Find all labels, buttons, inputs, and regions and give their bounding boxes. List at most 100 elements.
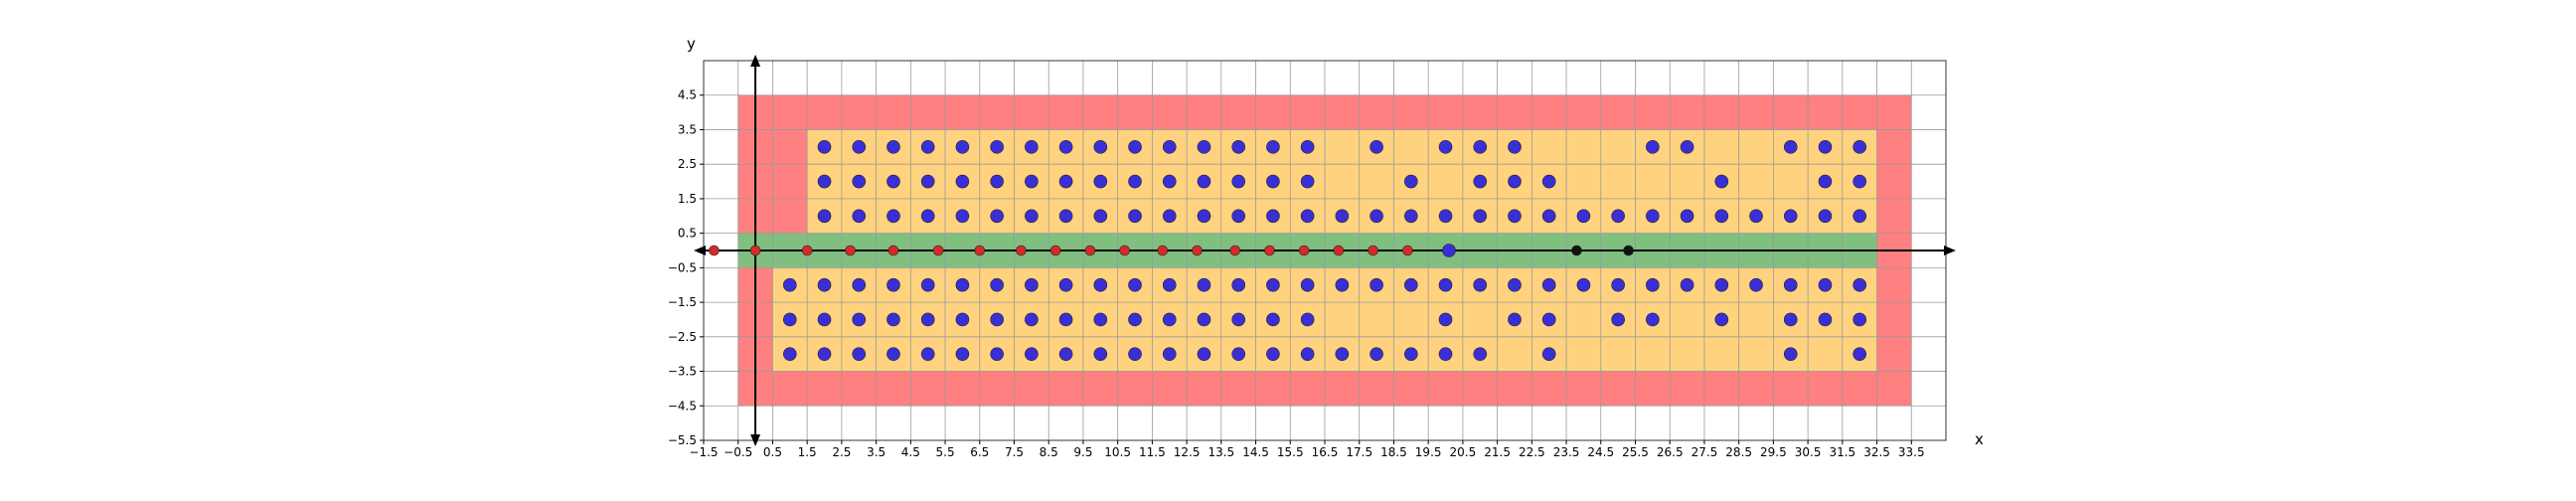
blue-point — [1852, 174, 1866, 189]
blue-point — [1438, 209, 1453, 224]
blue-point — [1646, 209, 1660, 224]
blue-point — [1680, 140, 1694, 154]
blue-point — [886, 174, 900, 189]
blue-point — [783, 277, 797, 292]
red-point — [1229, 245, 1241, 256]
blue-point — [1369, 140, 1383, 154]
x-tick-label: 22.5 — [1519, 445, 1545, 459]
blue-point — [990, 140, 1004, 154]
red-point — [1333, 245, 1345, 256]
x-tick-label: 27.5 — [1691, 445, 1718, 459]
red-point — [1402, 245, 1413, 256]
blue-point — [920, 312, 935, 327]
x-tick-label: 12.5 — [1174, 445, 1201, 459]
blue-point — [1680, 277, 1694, 292]
blue-point — [886, 140, 900, 154]
blue-point — [1611, 312, 1625, 327]
y-tick-label: −5.5 — [668, 433, 697, 447]
blue-point — [990, 174, 1004, 189]
y-tick-label: −0.5 — [668, 260, 697, 274]
blue-point — [1300, 174, 1315, 189]
blue-point — [1473, 347, 1488, 361]
blue-point — [1818, 209, 1833, 224]
blue-point — [1852, 277, 1866, 292]
blue-point — [1541, 312, 1556, 327]
x-tick-label: 3.5 — [867, 445, 886, 459]
data-points — [709, 140, 1866, 361]
blue-point — [852, 347, 867, 361]
blue-point — [1576, 209, 1591, 224]
blue-point — [1266, 277, 1280, 292]
blue-point — [1335, 209, 1350, 224]
x-tick-label: −1.5 — [689, 445, 718, 459]
blue-point — [1231, 347, 1245, 361]
blue-point — [817, 140, 832, 154]
red-point — [845, 245, 856, 256]
x-tick-label: 18.5 — [1380, 445, 1407, 459]
blue-point — [1025, 209, 1039, 224]
blue-point — [1093, 140, 1108, 154]
blue-point — [920, 174, 935, 189]
black-point — [1571, 245, 1582, 256]
x-tick-label: 23.5 — [1553, 445, 1580, 459]
x-tick-label: 31.5 — [1829, 445, 1855, 459]
red-point — [709, 245, 720, 256]
blue-point — [1714, 209, 1729, 224]
x-tick-label: 8.5 — [1040, 445, 1058, 459]
blue-point — [1473, 209, 1488, 224]
blue-point — [1404, 209, 1418, 224]
blue-point — [1508, 140, 1522, 154]
blue-point — [1783, 209, 1798, 224]
blue-point — [1438, 312, 1453, 327]
x-tick-label: 16.5 — [1312, 445, 1339, 459]
blue-point — [1025, 312, 1039, 327]
red-point — [1119, 245, 1130, 256]
blue-point — [783, 347, 797, 361]
blue-point — [955, 277, 970, 292]
blue-point — [1025, 277, 1039, 292]
blue-point — [1058, 174, 1073, 189]
blue-point — [1852, 140, 1866, 154]
blue-point — [1852, 347, 1866, 361]
y-tick-label: −3.5 — [668, 365, 697, 379]
blue-point — [1128, 312, 1142, 327]
blue-point — [1266, 312, 1280, 327]
blue-point — [852, 277, 867, 292]
x-tick-label: 6.5 — [970, 445, 989, 459]
blue-point — [955, 312, 970, 327]
blue-point — [1646, 277, 1660, 292]
blue-point — [1442, 244, 1456, 257]
x-tick-label: 33.5 — [1898, 445, 1925, 459]
blue-point — [886, 277, 900, 292]
blue-point — [955, 347, 970, 361]
x-tick-label: 2.5 — [832, 445, 851, 459]
blue-point — [920, 277, 935, 292]
x-axis-label: x — [1975, 430, 1984, 448]
blue-point — [1541, 277, 1556, 292]
red-point — [1049, 245, 1061, 256]
x-tick-label: 11.5 — [1139, 445, 1166, 459]
x-tick-label: 24.5 — [1587, 445, 1614, 459]
red-point — [1192, 245, 1203, 256]
y-tick-label: 0.5 — [678, 227, 697, 241]
red-point — [749, 245, 761, 256]
x-tick-label: 30.5 — [1795, 445, 1822, 459]
blue-point — [1197, 174, 1211, 189]
blue-point — [1852, 312, 1866, 327]
red-point — [1016, 245, 1027, 256]
y-tick-label: −4.5 — [668, 399, 697, 413]
blue-point — [1335, 277, 1350, 292]
blue-point — [1714, 277, 1729, 292]
blue-point — [1473, 140, 1488, 154]
blue-point — [1197, 277, 1211, 292]
blue-point — [1058, 209, 1073, 224]
blue-point — [1128, 277, 1142, 292]
blue-point — [1231, 277, 1245, 292]
blue-point — [1058, 347, 1073, 361]
red-point — [1298, 245, 1310, 256]
blue-point — [1404, 174, 1418, 189]
x-tick-label: 14.5 — [1242, 445, 1269, 459]
blue-point — [1300, 347, 1315, 361]
x-tick-label: 26.5 — [1657, 445, 1684, 459]
blue-point — [1714, 174, 1729, 189]
